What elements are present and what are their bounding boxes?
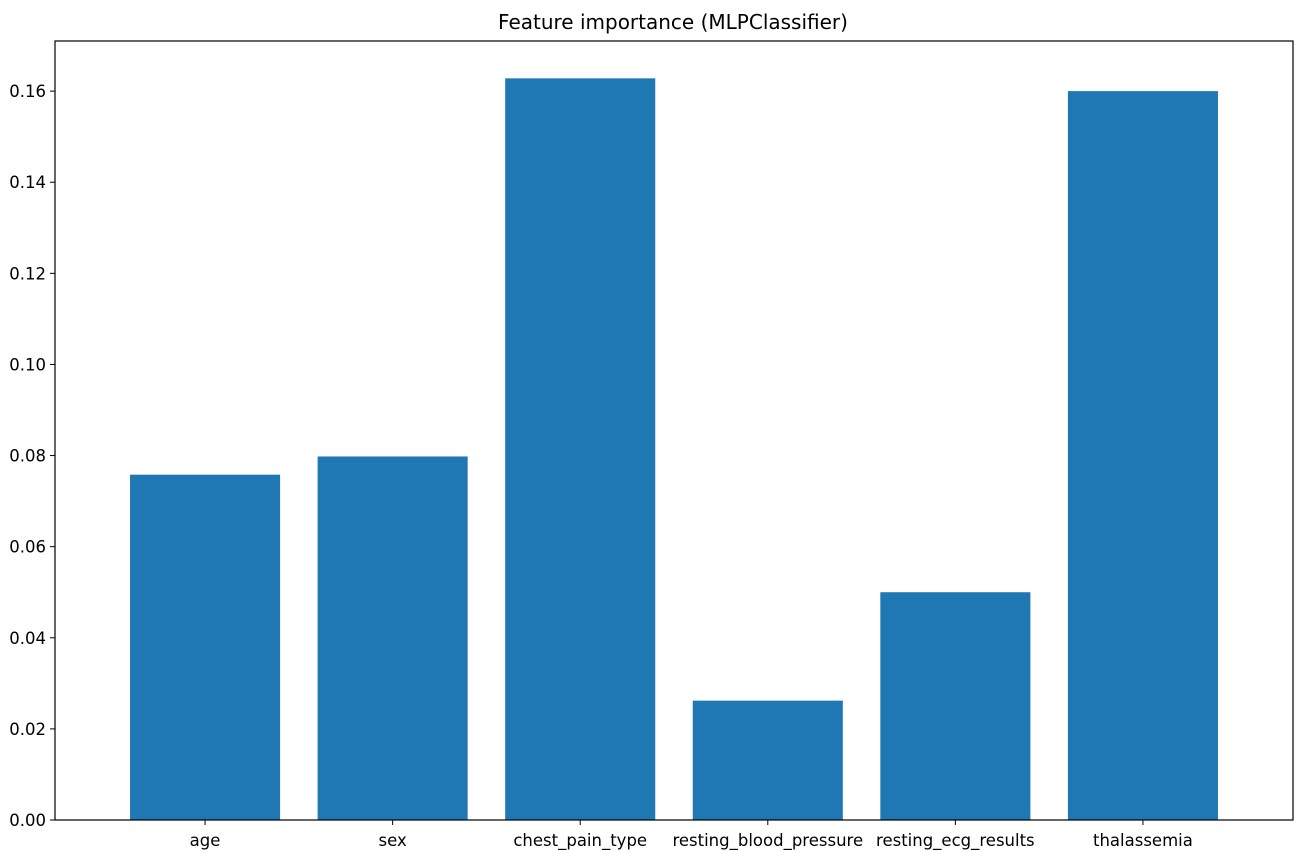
bar-chest-pain-type (505, 78, 656, 821)
x-tick-label: thalassemia (1093, 831, 1193, 850)
y-tick-label: 0.00 (9, 811, 46, 830)
bar-age (130, 474, 281, 820)
bars-group (130, 78, 1218, 821)
bar-sex (317, 456, 468, 820)
y-tick-label: 0.10 (9, 355, 46, 374)
x-tick-label: resting_ecg_results (876, 831, 1035, 851)
y-tick-label: 0.12 (9, 264, 46, 283)
y-tick-label: 0.14 (9, 173, 46, 192)
x-tick-label: resting_blood_pressure (672, 831, 863, 851)
y-tick-label: 0.16 (9, 82, 46, 101)
bar-thalassemia (1067, 91, 1218, 821)
y-axis: 0.00 0.02 0.04 0.06 0.08 0.10 0.12 0.14 0.16 (9, 82, 55, 830)
x-axis: age sex chest_pain_type resting_blood_press… (190, 820, 1193, 851)
plot-frame (54, 40, 1294, 821)
bar-resting-blood-pressure (692, 700, 843, 820)
x-tick-label: age (190, 831, 221, 850)
y-tick-label: 0.02 (9, 720, 46, 739)
chart-title: Feature importance (MLPClassifier) (498, 10, 848, 34)
y-tick-label: 0.08 (9, 447, 46, 466)
x-tick-label: chest_pain_type (513, 831, 647, 851)
x-tick-label: sex (379, 831, 407, 850)
y-tick-label: 0.06 (9, 538, 46, 557)
y-tick-label: 0.04 (9, 629, 46, 648)
bar-resting-ecg-results (880, 592, 1031, 820)
